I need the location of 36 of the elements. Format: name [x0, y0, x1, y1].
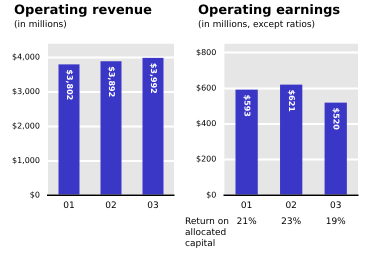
text: 21%: [236, 217, 258, 228]
y-tick-label: $200: [196, 154, 216, 164]
text: 23%: [281, 217, 302, 228]
x-tick-label: 01: [240, 200, 252, 211]
data-label: $520: [332, 108, 341, 130]
y-tick-label: $0: [206, 190, 216, 200]
data-label: $3,802: [64, 69, 74, 100]
x-tick-label: 03: [147, 200, 159, 211]
bar: [142, 58, 164, 194]
x-tick-label: 02: [105, 200, 117, 211]
x-tick-label: 01: [63, 200, 75, 211]
y-tick-label: $1,000: [12, 156, 40, 165]
bar: [235, 90, 258, 194]
text: Return on allocated capital: [185, 217, 229, 250]
y-tick-label: $400: [196, 119, 216, 128]
bar: [280, 84, 302, 194]
chart-subtitle: (in millions): [13, 19, 68, 31]
chart-subtitle: (in millions, except ratios): [197, 19, 316, 31]
chart-title: Operating revenue: [13, 2, 153, 19]
y-tick-label: $800: [196, 48, 216, 57]
text: 19%: [326, 217, 346, 228]
y-tick-label: $600: [196, 83, 216, 92]
data-label: $621: [287, 90, 296, 112]
chart-title: Operating earnings: [197, 2, 342, 19]
data-label: $593: [242, 94, 252, 117]
data-label: $3,892: [106, 66, 116, 98]
bar: [58, 64, 80, 194]
bar: [100, 61, 122, 194]
y-tick-label: $4,000: [12, 52, 40, 62]
bar: [324, 102, 347, 194]
x-tick-label: 02: [285, 200, 297, 211]
y-tick-label: $3,000: [12, 87, 40, 96]
x-tick-label: 03: [330, 200, 342, 211]
y-tick-label: $0: [30, 190, 40, 200]
y-tick-label: $2,000: [12, 121, 40, 130]
data-label: $3,992: [148, 62, 158, 94]
